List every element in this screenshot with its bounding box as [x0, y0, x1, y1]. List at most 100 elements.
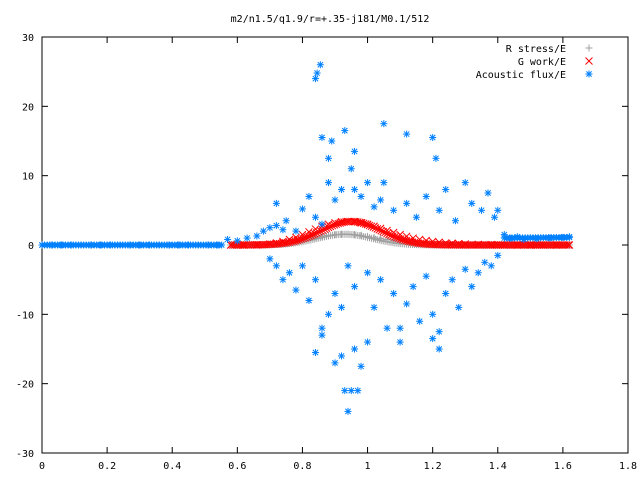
data-point [457, 241, 466, 249]
data-point [560, 241, 569, 249]
data-point [529, 241, 538, 249]
data-point [292, 227, 300, 235]
data-point [370, 203, 378, 211]
data-point [305, 232, 313, 241]
data-point [516, 241, 524, 249]
x-tick-label: 0.8 [293, 461, 311, 472]
data-point [519, 241, 528, 249]
data-point [508, 241, 516, 249]
data-point [354, 387, 362, 395]
data-point [476, 241, 485, 249]
data-point [488, 241, 497, 249]
data-point [383, 324, 391, 332]
data-point [375, 225, 384, 234]
data-point [559, 241, 567, 249]
data-point [344, 262, 352, 270]
data-point [492, 241, 501, 249]
data-point [279, 276, 287, 284]
data-point [364, 179, 372, 187]
data-point [564, 241, 573, 249]
data-point [484, 189, 492, 197]
data-point [467, 241, 475, 249]
data-point [318, 226, 327, 234]
data-point [383, 229, 391, 238]
data-point [422, 192, 430, 200]
data-point [555, 241, 563, 249]
data-point [244, 241, 253, 249]
data-point [478, 241, 487, 249]
data-point [357, 362, 365, 370]
data-point [236, 241, 245, 249]
data-point [533, 241, 542, 249]
data-point [455, 303, 463, 311]
data-point [562, 241, 571, 249]
data-point [318, 331, 326, 339]
data-point [527, 241, 536, 249]
legend-marker [585, 57, 593, 65]
data-point [309, 230, 317, 239]
data-point [318, 220, 326, 228]
data-point [455, 241, 464, 249]
data-point [465, 241, 473, 249]
data-point [380, 120, 388, 128]
data-point [549, 241, 557, 249]
data-point [496, 241, 505, 249]
data-point [403, 300, 411, 308]
data-point [347, 165, 355, 173]
data-point [451, 241, 460, 249]
data-point [471, 241, 479, 249]
y-tick-label: 20 [22, 102, 34, 113]
data-point [326, 222, 335, 231]
data-point [387, 231, 395, 240]
data-point [539, 241, 548, 249]
data-point [351, 186, 359, 194]
data-point [459, 241, 468, 249]
data-point [243, 234, 251, 242]
legend: R stress/E G work/E Acoustic flux/E [476, 44, 593, 81]
data-point [396, 338, 404, 346]
data-point [475, 241, 483, 249]
x-tick-label: 1.8 [619, 461, 637, 472]
data-point [468, 283, 476, 291]
data-point [461, 241, 470, 249]
x-tick-label: 0.4 [163, 461, 181, 472]
data-point [316, 61, 324, 69]
data-point [443, 241, 452, 249]
data-point [266, 224, 274, 232]
data-point [357, 192, 365, 200]
data-point [494, 206, 502, 214]
data-point [318, 134, 326, 142]
data-point [218, 241, 226, 249]
y-tick-label: 30 [22, 33, 34, 44]
data-point [298, 262, 306, 270]
data-point [557, 241, 565, 249]
data-point [403, 130, 411, 138]
data-point [253, 232, 261, 240]
data-point [311, 75, 319, 83]
data-point [429, 335, 437, 343]
data-point [385, 230, 393, 239]
data-point [510, 241, 518, 249]
x-tick-label: 1 [365, 461, 371, 472]
legend-marker [585, 70, 593, 78]
data-point [367, 222, 376, 231]
data-point [318, 324, 326, 332]
data-point [468, 199, 476, 207]
data-point [307, 231, 315, 240]
data-point [422, 272, 430, 280]
legend-label: G work/E [518, 57, 566, 68]
series-1 [226, 217, 574, 249]
data-point [502, 241, 511, 249]
data-point [338, 303, 346, 311]
x-tick-label: 1.4 [489, 461, 507, 472]
data-point [461, 265, 469, 273]
x-tick-label: 0.2 [98, 461, 116, 472]
data-point [506, 241, 515, 249]
data-point [481, 258, 489, 266]
data-point [553, 241, 561, 249]
data-point [486, 241, 495, 249]
legend-label: Acoustic flux/E [476, 70, 566, 81]
data-point [389, 232, 397, 240]
data-point [412, 213, 420, 221]
